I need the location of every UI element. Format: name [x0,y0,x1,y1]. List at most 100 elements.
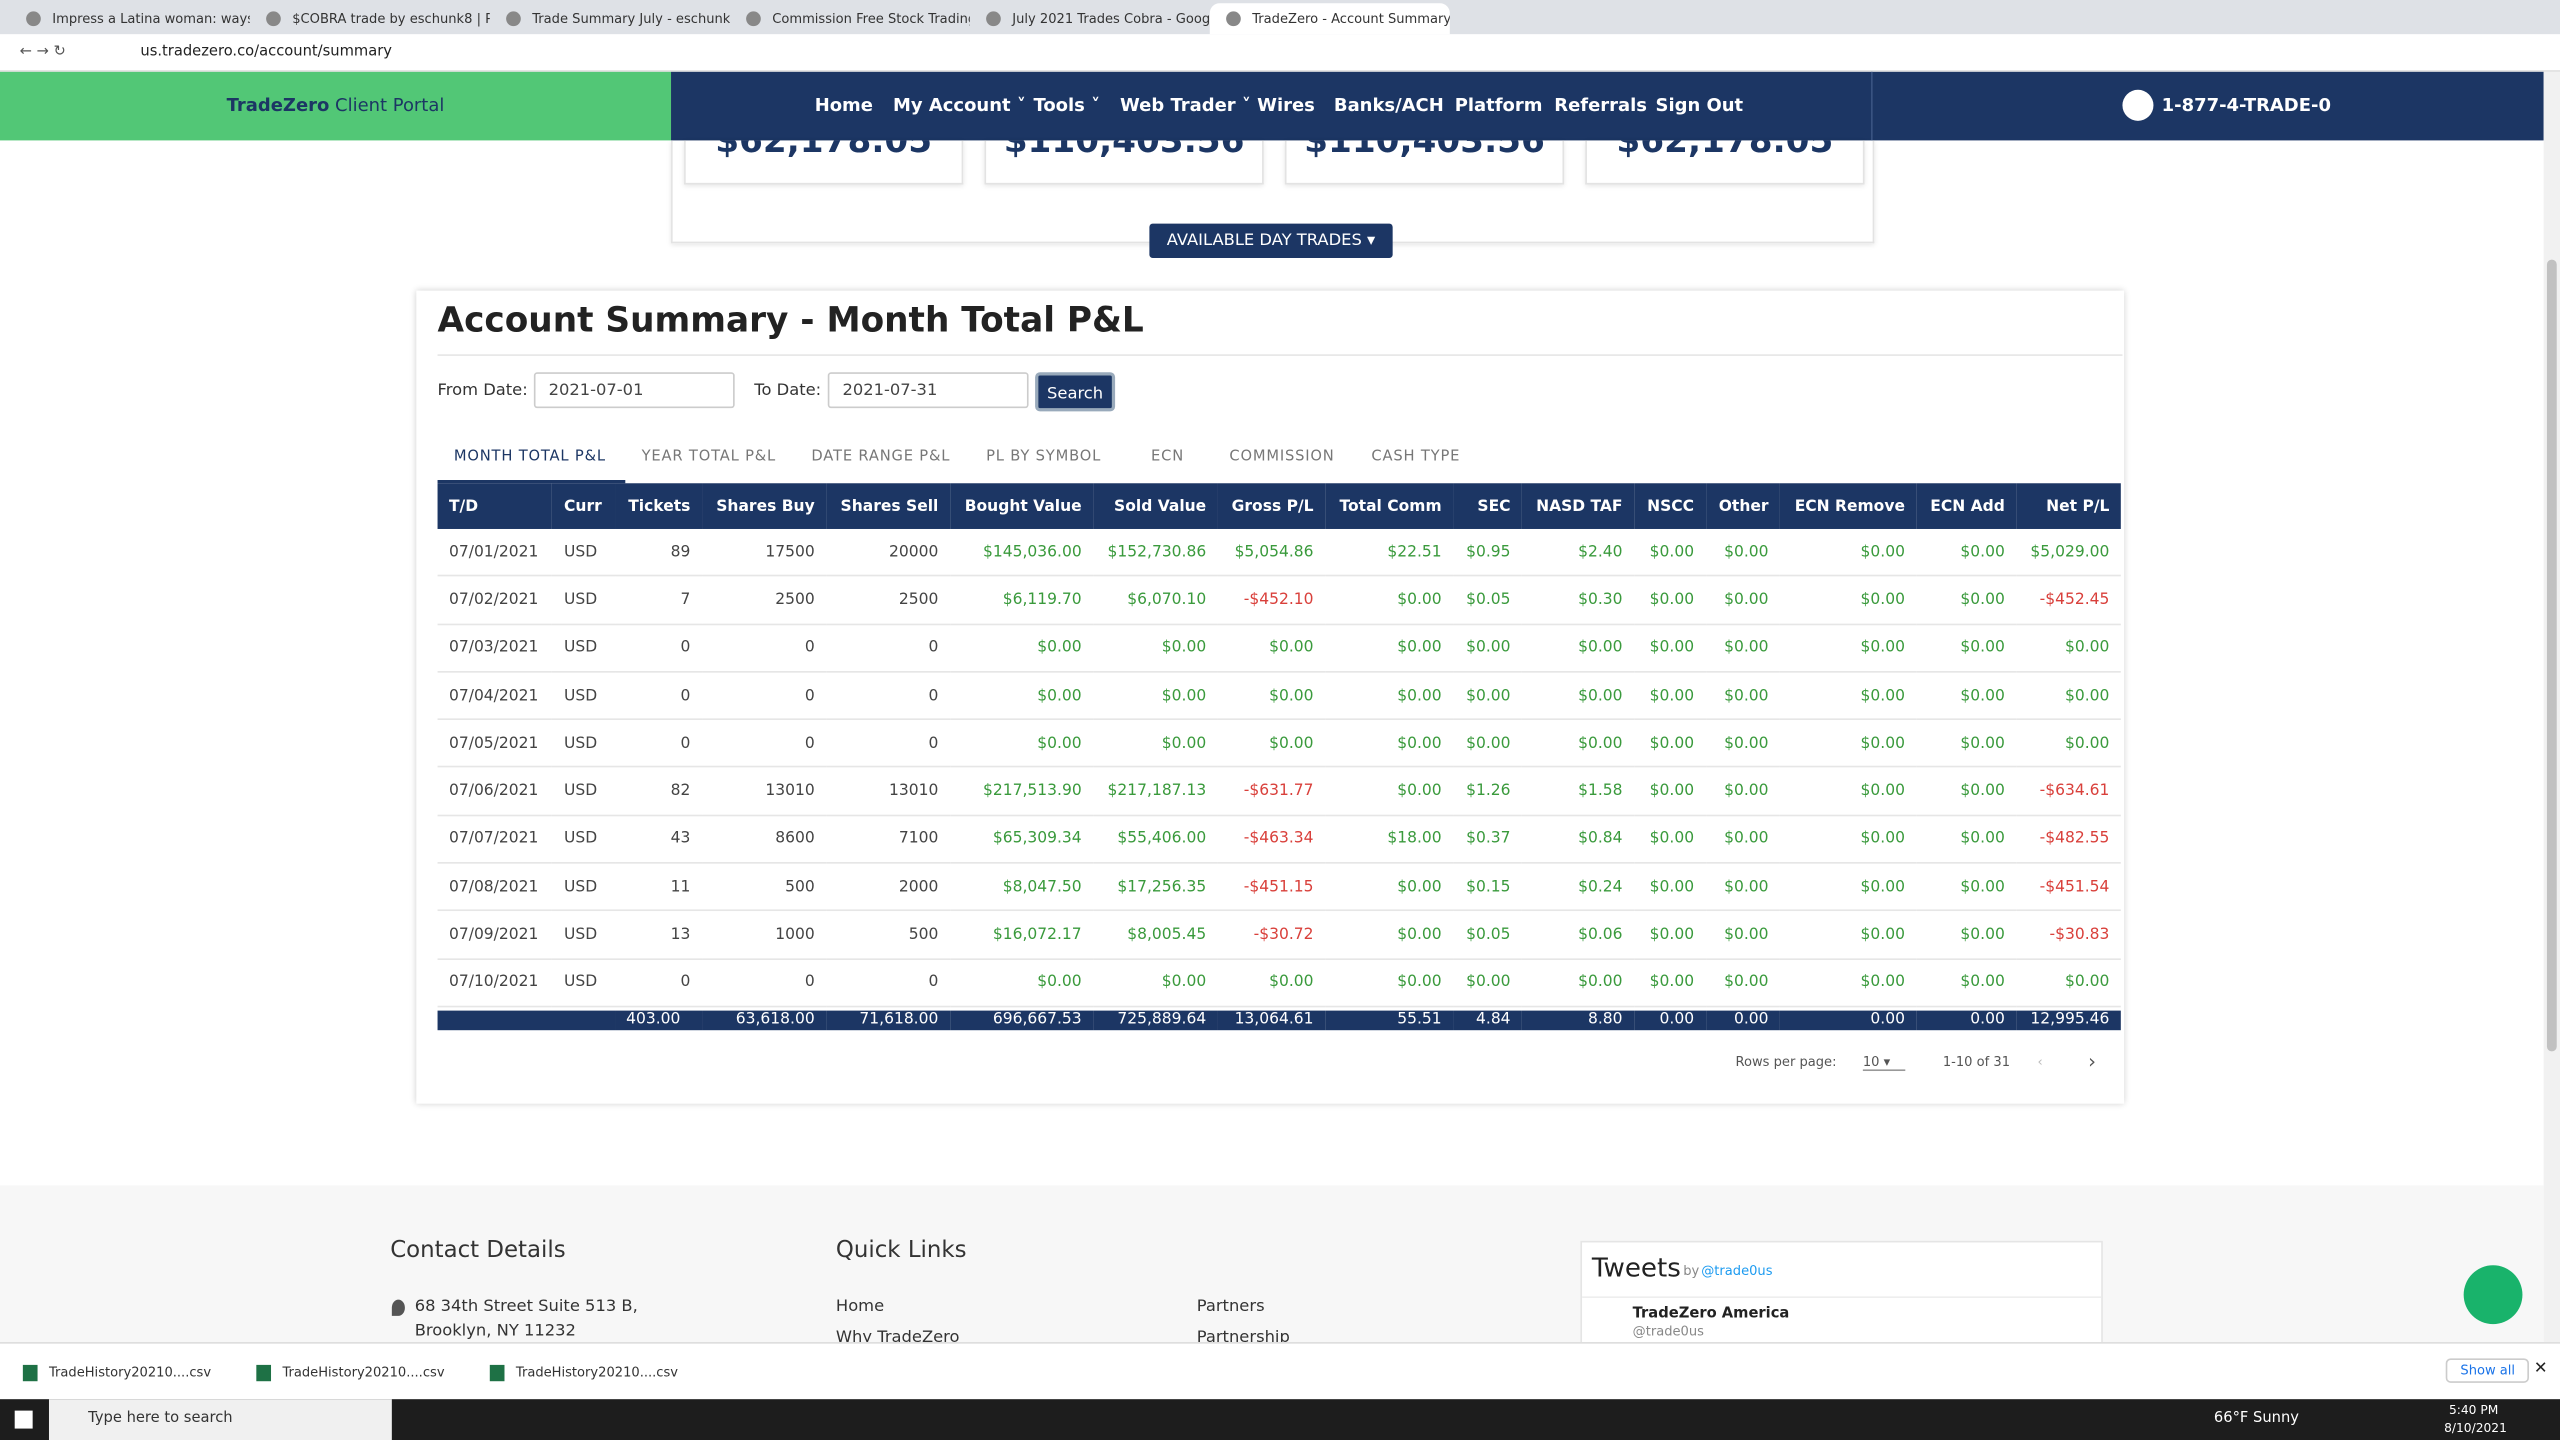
nav-link[interactable]: Home [815,72,873,141]
cell: 8600 [702,815,826,863]
download-item[interactable]: TradeHistory20210....csv [467,1344,678,1401]
cell: 0 [826,959,950,1007]
weather[interactable]: 66°F Sunny [2214,1399,2299,1440]
to-input[interactable]: 2021-07-31 [828,372,1029,408]
tweets-handle[interactable]: @trade0us [1701,1264,1772,1279]
cell: $0.00 [1325,672,1453,720]
cell: $217,513.90 [950,767,1093,815]
browser-tab[interactable]: Impress a Latina woman: ways to [10,3,250,34]
cell: 07/01/2021 [438,529,553,576]
nav-link[interactable]: Tools ˅ [1033,72,1100,141]
cell: $0.00 [1706,911,1780,959]
nav-link[interactable]: Banks/ACH [1334,72,1444,141]
footer-link[interactable]: Partners [1197,1298,1265,1316]
cell: $0.00 [950,672,1093,720]
total-cell: 12,995.46 [2016,1011,2121,1031]
cell: $0.00 [950,719,1093,767]
nav-link[interactable]: Platform [1455,72,1543,141]
brand[interactable]: TradeZero Client Portal [0,72,671,141]
cell: 0 [702,624,826,672]
column-header: NSCC [1634,483,1706,529]
cell: -$482.55 [2016,815,2121,863]
url[interactable]: us.tradezero.co/account/summary [140,34,392,70]
nav-link[interactable]: Wires [1257,72,1315,141]
phone[interactable]: 1-877-4-TRADE-0 [2162,72,2331,141]
nav-link[interactable]: Web Trader ˅ [1120,72,1251,141]
cell: $0.00 [1325,863,1453,911]
browser-tab[interactable]: TradeZero - Account Summary [1210,3,1450,34]
cell: $0.00 [1780,529,1916,576]
cell: $0.00 [1706,719,1780,767]
search-button[interactable]: Search [1035,372,1115,411]
nav-link[interactable]: My Account ˅ [893,72,1026,141]
report-tab[interactable]: ECN [1151,449,1184,465]
close[interactable]: ✕ [2534,1360,2548,1378]
scrollbar[interactable] [2544,72,2560,1342]
totals-row: 403.0063,618.0071,618.00696,667.53725,88… [438,1011,2121,1031]
pl-table: T/DCurrTicketsShares BuyShares SellBough… [438,483,2121,1030]
nav-link[interactable]: Referrals [1554,72,1647,141]
prev[interactable]: ‹ [2038,1055,2043,1070]
cell: 2500 [702,576,826,624]
show-all[interactable]: Show all [2446,1358,2530,1382]
cell: $0.00 [1916,911,2016,959]
cell: 43 [615,815,702,863]
browser-tab[interactable]: July 2021 Trades Cobra - Google [970,3,1210,34]
report-tab[interactable]: MONTH TOTAL P&L [454,449,606,465]
cell: $0.00 [1093,624,1218,672]
start[interactable] [15,1411,33,1429]
cell: $0.00 [1453,959,1522,1007]
cell: $152,730.86 [1093,529,1218,576]
rows-select[interactable]: 10 ▾ [1863,1055,1905,1071]
cell: 07/04/2021 [438,672,553,720]
cell: 0 [615,672,702,720]
time[interactable]: 5:40 PM [2449,1402,2498,1417]
cell: -$463.34 [1218,815,1325,863]
table-row: 07/06/2021USD821301013010$217,513.90$217… [438,767,2121,815]
download-item[interactable]: TradeHistory20210....csv [0,1344,211,1401]
browser-tab[interactable]: $COBRA trade by eschunk8 | Pro [250,3,490,34]
nav-link[interactable]: Sign Out [1656,72,1744,141]
taskbar-search[interactable]: Type here to search [49,1399,392,1440]
cell: $0.00 [1706,767,1780,815]
cell: $0.00 [1093,959,1218,1007]
table-row: 07/10/2021USD000$0.00$0.00$0.00$0.00$0.0… [438,959,2121,1007]
column-header: Gross P/L [1218,483,1325,529]
report-tab[interactable]: COMMISSION [1229,449,1334,465]
chat-button[interactable] [2464,1265,2523,1324]
browser-tab[interactable]: Trade Summary July - eschunk8@ [490,3,730,34]
date[interactable]: 8/10/2021 [2444,1420,2507,1435]
browser-tab[interactable]: Commission Free Stock Trading | [730,3,970,34]
cell: 0 [826,624,950,672]
cell: $0.00 [1634,863,1706,911]
report-tab[interactable]: YEAR TOTAL P&L [642,449,776,465]
report-tab[interactable]: DATE RANGE P&L [811,449,950,465]
cell: $0.00 [1634,576,1706,624]
day-trades-button[interactable]: AVAILABLE DAY TRADES ▾ [1149,224,1392,258]
button-label: AVAILABLE DAY TRADES [1167,232,1362,250]
cell: 0 [702,672,826,720]
next[interactable]: › [2088,1050,2096,1073]
cell: $0.00 [1325,624,1453,672]
cell: USD [553,911,615,959]
table-row: 07/01/2021USD891750020000$145,036.00$152… [438,529,2121,576]
cell: $0.15 [1453,863,1522,911]
nav-bar: 1-877-4-TRADE-0 Home My Account ˅Tools ˅ W… [671,72,2544,141]
cell: $0.00 [1916,815,2016,863]
nav-arrows[interactable]: ← → ↻ [20,34,66,70]
cell: $0.06 [1522,911,1634,959]
cell: $0.00 [1916,863,2016,911]
address-line: Brooklyn, NY 11232 [415,1322,576,1340]
cell: 07/10/2021 [438,959,553,1007]
from-input[interactable]: 2021-07-01 [534,372,735,408]
cell: $5,054.86 [1218,529,1325,576]
to-label: To Date: [754,382,821,400]
cell: 0 [615,959,702,1007]
report-tab[interactable]: CASH TYPE [1371,449,1460,465]
report-tab[interactable]: PL BY SYMBOL [986,449,1101,465]
download-item[interactable]: TradeHistory20210....csv [233,1344,444,1401]
footer-link[interactable]: Home [836,1298,884,1316]
cell: $2.40 [1522,529,1634,576]
cell: $18.00 [1325,815,1453,863]
cell: $0.00 [1325,767,1453,815]
